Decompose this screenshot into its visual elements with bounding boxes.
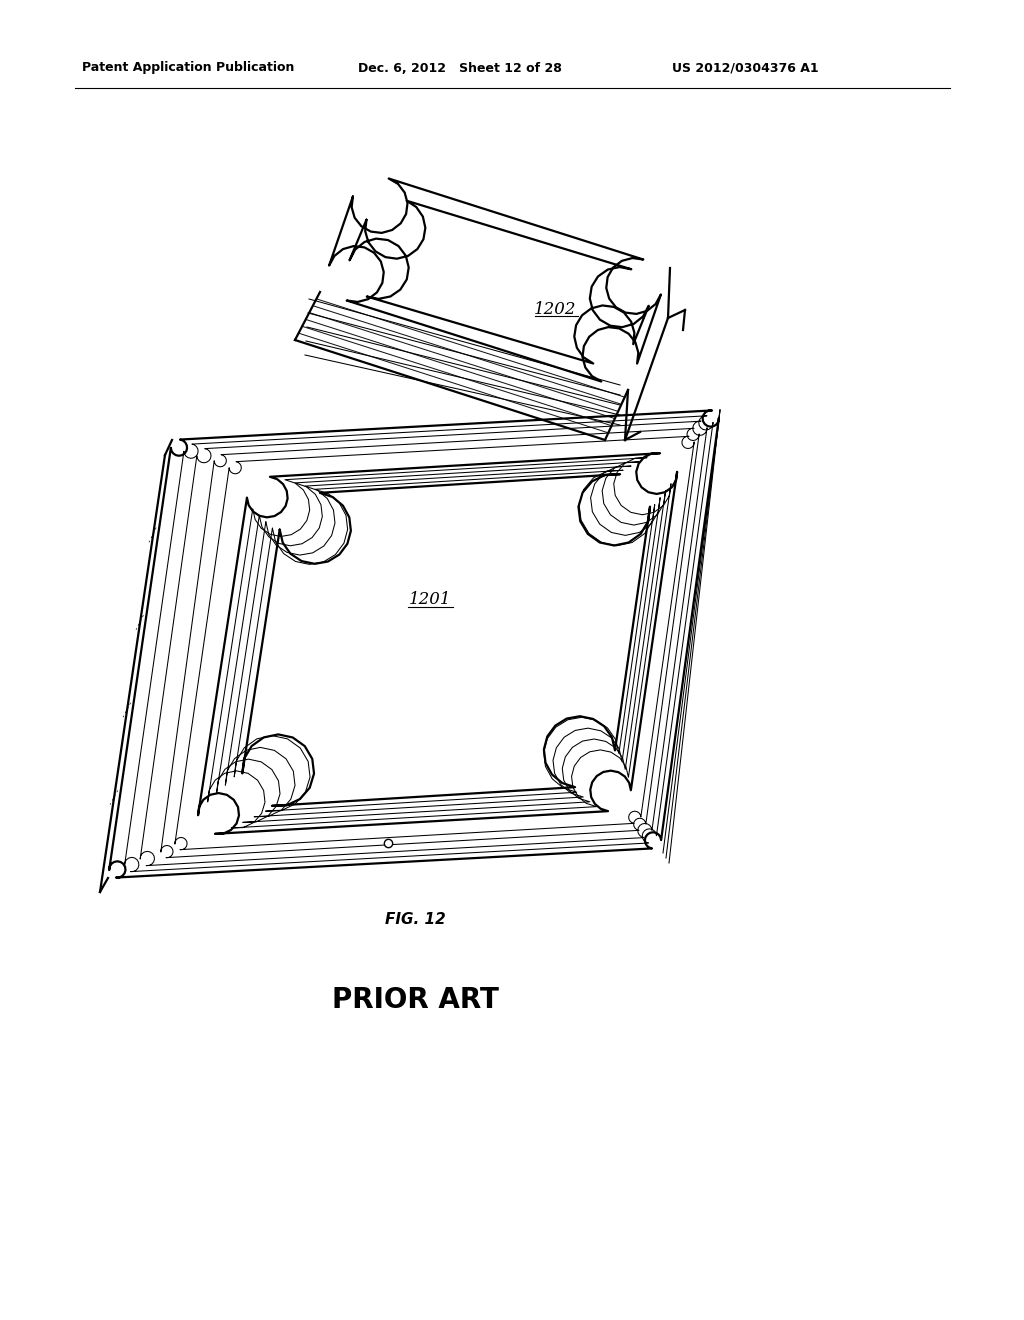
Text: Patent Application Publication: Patent Application Publication [82,62,294,74]
Text: 1201: 1201 [409,591,452,609]
Text: FIG. 12: FIG. 12 [385,912,445,928]
Text: US 2012/0304376 A1: US 2012/0304376 A1 [672,62,818,74]
Text: PRIOR ART: PRIOR ART [332,986,499,1014]
Text: 1202: 1202 [534,301,577,318]
Text: Dec. 6, 2012   Sheet 12 of 28: Dec. 6, 2012 Sheet 12 of 28 [358,62,562,74]
